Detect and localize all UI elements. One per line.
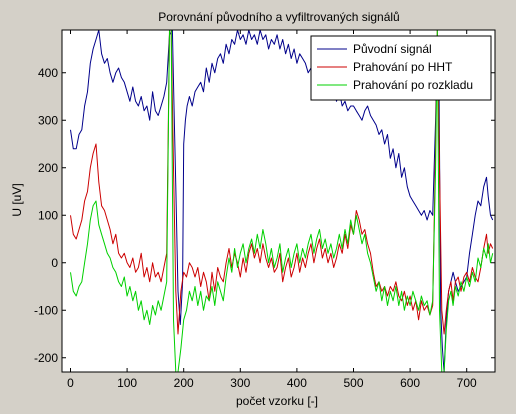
legend-box [310,35,492,101]
y-tick-label: 100 [38,208,58,222]
x-tick-label: 100 [117,376,137,390]
y-tick-label: 200 [38,161,58,175]
y-tick-label: -100 [34,303,58,317]
y-tick-label: 0 [51,256,58,270]
x-tick-label: 400 [287,376,307,390]
x-axis-label: počet vzorku [-] [236,394,318,408]
legend-label-1: Původní signál [353,42,432,56]
plot-frame [61,29,496,373]
x-tick-label: 600 [400,376,420,390]
y-tick-label: 300 [38,113,58,127]
series-line-1 [70,30,494,372]
x-axis: 0 100 200 300 400 500 600 700 [67,30,477,390]
x-tick-label: 200 [174,376,194,390]
x-tick-label: 500 [343,376,363,390]
chart-title: Porovnání původního a vyfiltrovaných sig… [158,10,399,24]
x-tick-label: 700 [457,376,477,390]
y-tick-label: -200 [34,351,58,365]
x-tick-label: 0 [67,376,74,390]
x-tick-label: 300 [230,376,250,390]
y-tick-label: 400 [38,66,58,80]
y-axis-label: U [uV] [10,183,24,216]
series-line-3 [70,30,494,372]
legend-label-3: Prahování po rozkladu [353,78,473,92]
series-group [70,30,494,372]
y-axis: -200 -100 0 100 200 300 400 [34,66,495,365]
legend: Původní signál Prahování po HHT Prahování … [310,35,492,101]
legend-label-2: Prahování po HHT [353,60,453,74]
